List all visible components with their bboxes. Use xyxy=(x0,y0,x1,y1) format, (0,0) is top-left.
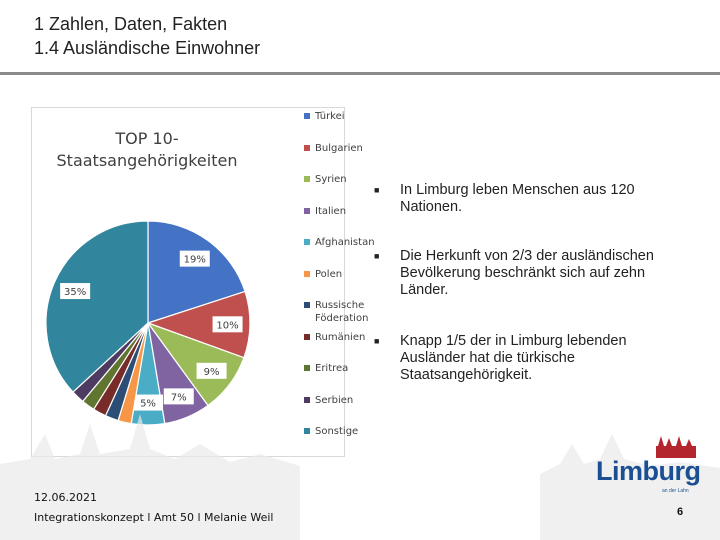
legend-label: Eritrea xyxy=(315,363,349,374)
chart-title: TOP 10- Staatsangehörigkeiten xyxy=(42,128,252,172)
chart-title-line: TOP 10- xyxy=(115,129,179,148)
legend-item: Rumänien xyxy=(304,331,365,344)
pie-chart-panel: TOP 10- Staatsangehörigkeiten 19% 10% 9% 7% 5… xyxy=(31,107,375,457)
bullet-item: ■ Die Herkunft von 2/3 der ausländischen… xyxy=(374,248,670,299)
legend-item: Türkei xyxy=(304,110,345,123)
pie-data-label-background xyxy=(179,250,210,267)
legend-item: Syrien xyxy=(304,173,347,186)
header-divider xyxy=(0,72,720,75)
footer: 12.06.2021 Integrationskonzept l Amt 50 … xyxy=(34,488,273,528)
legend-label: Serbien xyxy=(315,394,354,406)
pie-slice-sonstige xyxy=(45,220,149,393)
legend-swatch xyxy=(304,428,310,434)
legend-label: Türkei xyxy=(315,111,345,122)
legend-item: Sonstige xyxy=(304,425,358,438)
pie-slice-bulgarien xyxy=(146,290,251,359)
bullet-item: ■ In Limburg leben Menschen aus 120 Nati… xyxy=(374,182,670,216)
legend-swatch xyxy=(304,207,310,214)
legend-swatch xyxy=(304,333,310,340)
pie-data-label-background xyxy=(133,394,163,411)
legend-label: Rumänien xyxy=(315,331,366,343)
pie-data-label: 9% xyxy=(196,362,227,379)
legend-swatch xyxy=(304,270,310,277)
legend-swatch xyxy=(304,144,310,151)
legend-label: Afghanistan xyxy=(315,237,375,248)
pie-data-label-text: 10% xyxy=(216,320,238,331)
limburg-logo: Limburg an der Lahn xyxy=(592,436,712,498)
legend-swatch xyxy=(304,396,310,403)
logo-tagline: an der Lahn xyxy=(662,488,689,494)
legend-item: Bulgarien xyxy=(304,142,363,155)
legend-item: Polen xyxy=(304,268,342,281)
pie-data-label-text: 7% xyxy=(171,392,187,403)
city-skyline-watermark xyxy=(0,414,720,540)
pie-data-label: 10% xyxy=(212,316,243,333)
pie-data-label: 19% xyxy=(179,250,210,267)
footer-date: 12.06.2021 xyxy=(34,491,97,504)
pie-slice-türkei xyxy=(147,220,246,324)
pie-chart: 19% 10% 9% 7% 5% 35% xyxy=(45,220,251,426)
legend-item: Russische Föderation xyxy=(304,299,384,325)
legend-label: Russische Föderation xyxy=(315,300,369,324)
cathedral-icon xyxy=(656,436,696,458)
slide-subtitle: 1.4 Ausländische Einwohner xyxy=(34,38,261,58)
pie-data-label-text: 9% xyxy=(204,367,220,378)
pie-data-label: 7% xyxy=(163,388,194,405)
legend-label: Sonstige xyxy=(315,426,359,437)
slide-title: 1 Zahlen, Daten, Fakten xyxy=(34,14,228,34)
pie-data-label-background xyxy=(163,388,194,405)
legend-item: Serbien xyxy=(304,394,353,407)
legend-swatch xyxy=(304,365,310,371)
page-number: 6 xyxy=(677,506,684,518)
pie-data-label-text: 5% xyxy=(140,399,156,410)
bullet-text: Knapp 1/5 der in Limburg lebenden Auslän… xyxy=(400,333,627,383)
legend-label: Bulgarien xyxy=(315,142,363,154)
legend-label: Italien xyxy=(315,205,347,217)
bullet-item: ■ Knapp 1/5 der in Limburg lebenden Ausl… xyxy=(374,333,670,384)
legend-label: Syrien xyxy=(315,174,347,185)
pie-data-label-background xyxy=(60,283,91,300)
pie-data-label-background xyxy=(196,362,227,379)
chart-title-line: Staatsangehörigkeiten xyxy=(56,151,238,170)
pie-data-label: 35% xyxy=(60,283,91,300)
bullet-marker: ■ xyxy=(374,185,380,195)
pie-data-label-text: 35% xyxy=(64,287,86,298)
legend-item: Italien xyxy=(304,205,346,218)
bullet-text: Die Herkunft von 2/3 der ausländischen B… xyxy=(400,248,654,298)
legend-item: Afghanistan xyxy=(304,236,375,249)
legend-swatch xyxy=(304,176,310,182)
legend-label: Polen xyxy=(315,268,343,280)
footer-credit: Integrationskonzept l Amt 50 l Melanie W… xyxy=(34,511,274,524)
legend-item: Eritrea xyxy=(304,362,348,375)
slide-header: 1 Zahlen, Daten, Fakten 1.4 Ausländische… xyxy=(34,12,260,60)
legend-swatch xyxy=(304,113,310,119)
pie-data-label: 5% xyxy=(133,394,163,411)
legend-swatch xyxy=(304,239,310,245)
legend-swatch xyxy=(304,302,310,308)
bullet-marker: ■ xyxy=(374,251,380,261)
pie-data-label-text: 19% xyxy=(184,255,206,266)
bullet-marker: ■ xyxy=(374,336,380,346)
pie-data-label-background xyxy=(212,316,243,333)
bullet-text: In Limburg leben Menschen aus 120 Nation… xyxy=(400,182,635,215)
logo-wordmark: Limburg xyxy=(596,456,701,486)
